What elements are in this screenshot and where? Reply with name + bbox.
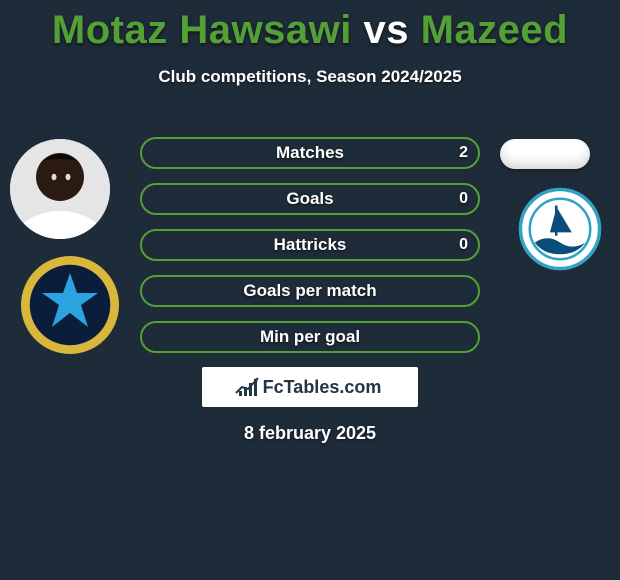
player2-club-logo [518,187,602,271]
stat-right-value: 0 [459,231,468,259]
club-year: 1956 [60,333,80,343]
comparison-content: 1956 Matches 2 Goals 0 Hattricks 0 [0,115,620,444]
title-player1: Motaz Hawsawi [52,8,352,52]
brand-text: FcTables.com [263,377,382,398]
stat-bars: Matches 2 Goals 0 Hattricks 0 Goals per … [140,115,480,353]
stat-right-value: 2 [459,139,468,167]
brand-badge: FcTables.com [202,367,418,407]
title-vs: vs [363,8,409,52]
stat-label: Goals per match [142,277,478,305]
stat-bar: Goals per match [140,275,480,307]
stat-bar: Goals 0 [140,183,480,215]
stat-label: Hattricks [142,231,478,259]
stat-bar: Hattricks 0 [140,229,480,261]
stat-label: Goals [142,185,478,213]
stat-bar: Min per goal [140,321,480,353]
footer-date: 8 february 2025 [0,423,620,444]
stat-right-value: 0 [459,185,468,213]
player2-avatar-pill [500,139,590,169]
stat-label: Matches [142,139,478,167]
stat-label: Min per goal [142,323,478,351]
player1-club-logo: 1956 [20,255,120,355]
bar-chart-icon [239,378,257,396]
player1-avatar [10,139,110,239]
stat-bar: Matches 2 [140,137,480,169]
page-title: Motaz Hawsawi vs Mazeed [0,0,620,53]
subtitle: Club competitions, Season 2024/2025 [0,67,620,87]
title-player2: Mazeed [421,8,569,52]
